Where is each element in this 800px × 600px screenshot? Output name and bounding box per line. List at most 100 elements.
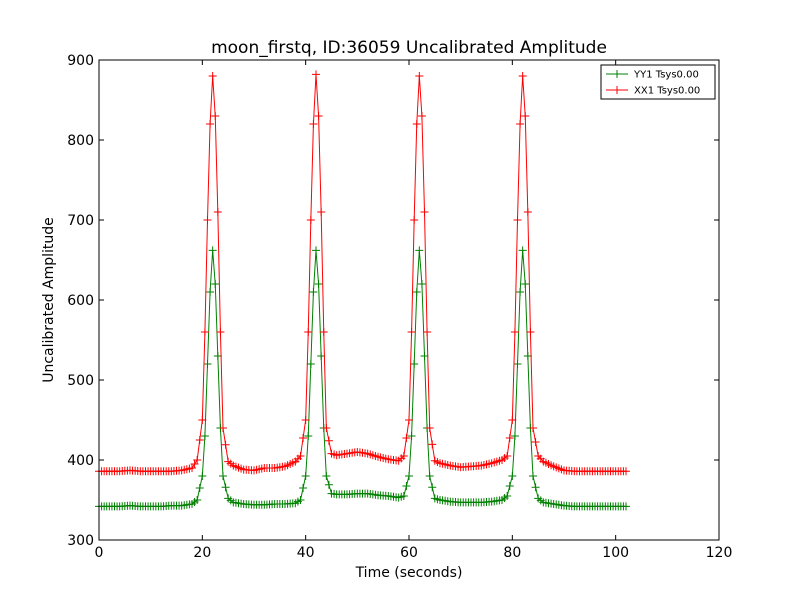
data-point	[513, 360, 522, 368]
data-point	[309, 120, 318, 128]
data-point	[425, 472, 434, 480]
data-point	[407, 432, 416, 440]
data-point	[306, 360, 315, 368]
data-point	[299, 484, 308, 492]
data-point	[322, 424, 331, 432]
legend-marker	[613, 70, 621, 78]
data-point	[417, 112, 426, 120]
y-axis-label: Uncalibrated Amplitude	[41, 217, 57, 383]
data-point	[213, 208, 222, 216]
data-point	[319, 328, 328, 336]
x-tick-label: 80	[503, 545, 521, 561]
data-point	[513, 216, 522, 224]
data-point	[304, 328, 313, 336]
data-point	[211, 280, 220, 288]
y-tick-label: 600	[67, 293, 94, 309]
x-axis-label: Time (seconds)	[355, 565, 463, 581]
data-point	[296, 452, 305, 460]
data-point	[529, 424, 537, 432]
plot-area	[99, 60, 719, 540]
data-point	[423, 328, 432, 336]
data-point	[208, 246, 217, 255]
x-tick-label: 120	[706, 545, 733, 561]
data-point	[221, 483, 230, 492]
axes-layer: 0 20 40 60 80 100 120 300 400 500 600 700 800 900	[67, 53, 732, 561]
legend-entry: XX1 Tsys0.00	[606, 86, 700, 97]
data-point	[317, 208, 326, 216]
data-point	[203, 360, 212, 368]
data-point	[317, 352, 326, 360]
y-tick-label: 300	[67, 533, 94, 549]
data-point	[503, 492, 512, 500]
legend-label: YY1 Tsys0.00	[633, 70, 699, 81]
data-point	[531, 438, 540, 446]
data-point	[503, 452, 512, 460]
data-point	[306, 216, 315, 224]
data-point	[516, 120, 525, 128]
data-point	[402, 434, 411, 442]
y-tick-label: 400	[67, 453, 94, 469]
data-point	[529, 472, 537, 480]
data-point	[516, 288, 525, 296]
data-point	[399, 452, 408, 460]
chart-title: moon_firstq, ID:36059 Uncalibrated Ampli…	[211, 38, 607, 58]
data-point	[622, 467, 630, 476]
data-point	[213, 352, 222, 360]
data-point	[405, 472, 413, 480]
data-point	[410, 360, 419, 368]
data-point	[312, 70, 320, 79]
data-point	[301, 472, 310, 480]
data-point	[216, 328, 225, 336]
data-point	[505, 434, 514, 442]
x-tick-label: 20	[193, 545, 211, 561]
data-point	[203, 216, 212, 224]
data-point	[200, 432, 209, 440]
y-tick-label: 900	[67, 53, 94, 69]
data-point	[198, 416, 207, 424]
data-point	[206, 288, 215, 296]
legend-entry: YY1 Tsys0.00	[606, 70, 699, 81]
data-point	[211, 112, 220, 120]
data-point	[219, 472, 227, 480]
data-point	[304, 432, 313, 440]
y-tick-label: 800	[67, 133, 94, 149]
legend-label: XX1 Tsys0.00	[634, 86, 700, 97]
y-tick-label: 500	[67, 373, 94, 389]
data-point	[198, 472, 207, 480]
data-point	[314, 112, 323, 120]
data-point	[193, 496, 202, 504]
data-point	[324, 480, 333, 489]
data-point	[193, 456, 202, 464]
data-point	[410, 216, 419, 224]
data-point	[622, 502, 630, 511]
data-point	[523, 352, 532, 360]
series-yy1	[95, 246, 630, 511]
data-point	[428, 440, 437, 449]
series-layer	[95, 70, 630, 511]
data-point	[324, 436, 333, 445]
legend-marker	[613, 86, 621, 94]
data-point	[407, 328, 416, 336]
data-point	[415, 246, 424, 255]
data-point	[299, 434, 308, 442]
data-point	[521, 112, 530, 120]
data-point	[402, 482, 411, 490]
data-point	[195, 436, 204, 444]
data-point	[296, 496, 305, 504]
data-point	[510, 328, 519, 336]
data-point	[508, 416, 517, 424]
data-point	[531, 483, 540, 492]
data-point	[312, 246, 320, 255]
data-point	[399, 492, 408, 500]
data-point	[412, 120, 421, 128]
data-point	[526, 328, 535, 336]
data-point	[518, 72, 527, 80]
data-point	[200, 328, 209, 336]
legend-box	[600, 64, 716, 100]
x-tick-label: 0	[95, 545, 104, 561]
data-point	[405, 416, 413, 424]
data-point	[510, 432, 519, 440]
data-point	[508, 472, 517, 480]
data-point	[301, 416, 310, 424]
